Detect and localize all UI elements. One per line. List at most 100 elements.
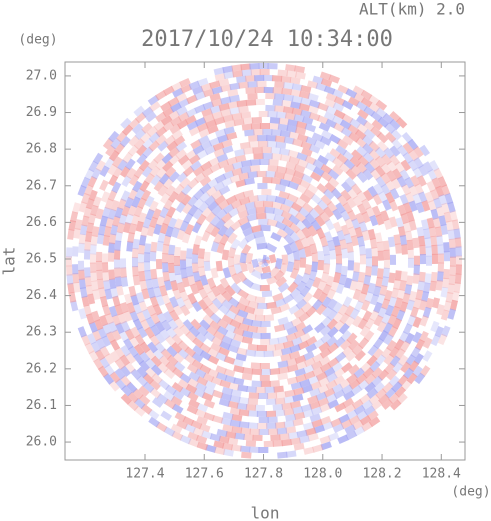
echo-cell (276, 111, 287, 119)
echo-cell (247, 343, 259, 351)
echo-cell (157, 276, 166, 288)
echo-cell (112, 215, 121, 227)
echo-cell (371, 375, 383, 387)
echo-cell (301, 217, 313, 230)
echo-cell (383, 258, 391, 269)
echo-cell (214, 173, 227, 184)
echo-cell (227, 344, 239, 354)
echo-cell (371, 119, 384, 131)
echo-cell (180, 83, 193, 94)
echo-cell (425, 246, 433, 257)
echo-cell (289, 287, 302, 299)
echo-cell (175, 296, 186, 309)
echo-cell (285, 64, 296, 72)
y-tick-label: 26.2 (26, 361, 57, 376)
echo-cell (447, 308, 456, 320)
echo-cell (216, 242, 226, 254)
echo-cell (272, 440, 283, 447)
echo-cell (130, 294, 140, 306)
echo-cell (151, 277, 160, 289)
echo-cell (144, 269, 152, 281)
echo-cell (356, 123, 369, 134)
echo-cell (195, 434, 208, 444)
echo-cell (307, 375, 320, 385)
echo-cell (213, 330, 226, 341)
echo-cell (123, 310, 133, 322)
echo-cell (209, 80, 221, 89)
echo-cell (163, 198, 174, 211)
x-tick-label: 127.4 (125, 467, 164, 482)
echo-cell (341, 384, 353, 395)
echo-cell (261, 188, 272, 196)
echo-cell (348, 132, 360, 143)
echo-cell (269, 117, 281, 124)
echo-cell (443, 242, 450, 253)
echo-cell (282, 293, 295, 305)
echo-cell (427, 169, 438, 181)
echo-cell (84, 267, 91, 278)
echo-cell (302, 202, 314, 214)
echo-cell (182, 416, 195, 426)
echo-cell (187, 195, 199, 207)
echo-cell (279, 148, 291, 156)
echo-cell (356, 171, 368, 183)
echo-cell (386, 160, 398, 173)
echo-cell (328, 74, 340, 84)
echo-cell (389, 118, 401, 131)
echo-cell (251, 224, 263, 233)
echo-cell (223, 218, 235, 230)
echo-cell (91, 280, 99, 292)
echo-cell (332, 301, 343, 314)
echo-cell (167, 217, 178, 230)
echo-cell (84, 240, 92, 251)
echo-cell (375, 214, 385, 226)
echo-cell (317, 102, 329, 112)
echo-cell (298, 248, 307, 260)
echo-cell (156, 240, 164, 252)
echo-cell (383, 333, 394, 346)
echo-cell (172, 87, 184, 98)
echo-cell (369, 158, 381, 170)
echo-cell (181, 184, 193, 196)
echo-cell (143, 252, 151, 263)
echo-cell (397, 354, 409, 367)
echo-cell (377, 140, 389, 153)
echo-cell (404, 284, 413, 296)
echo-cell (399, 301, 409, 313)
echo-cell (332, 235, 341, 248)
echo-cell (157, 140, 169, 152)
echo-cell (92, 152, 104, 165)
echo-cell (287, 207, 300, 218)
echo-cell (165, 184, 176, 197)
echo-cell (264, 386, 275, 394)
echo-cell (245, 75, 256, 82)
echo-cell (407, 138, 419, 151)
echo-cell (146, 225, 156, 237)
echo-cell (165, 361, 177, 373)
echo-cell (218, 304, 230, 316)
echo-cell (359, 325, 371, 338)
echo-cell (387, 325, 398, 338)
echo-cell (253, 128, 264, 136)
echo-cell (223, 355, 236, 365)
echo-cell (207, 124, 219, 135)
echo-cell (291, 83, 303, 92)
echo-cell (139, 279, 148, 291)
echo-cell (108, 149, 120, 162)
echo-cell (213, 440, 225, 449)
echo-cell (96, 269, 103, 281)
echo-cell (258, 428, 269, 436)
echo-cell (239, 141, 251, 150)
echo-cell (412, 193, 422, 205)
echo-cell (274, 183, 287, 192)
echo-cell (413, 146, 424, 158)
echo-cell (379, 284, 388, 297)
echo-cell (112, 166, 123, 179)
echo-cell (163, 234, 172, 246)
echo-cell (376, 132, 389, 144)
echo-cell (332, 102, 345, 112)
echo-cell (275, 220, 287, 231)
echo-cell (242, 226, 255, 238)
echo-cell (139, 351, 151, 363)
echo-cell (245, 293, 258, 303)
